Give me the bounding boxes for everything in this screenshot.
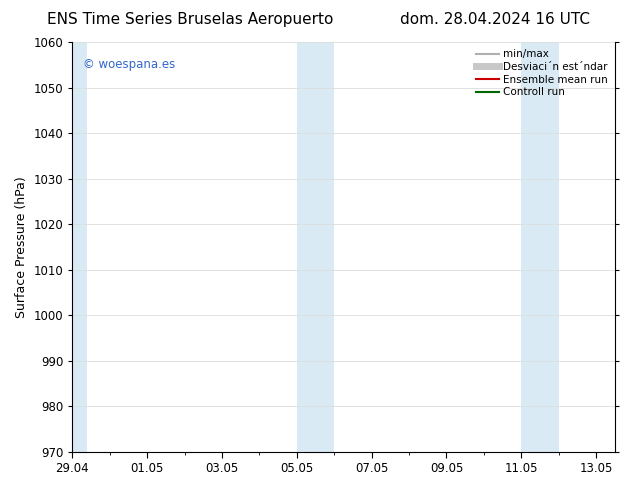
Bar [72, 42, 87, 452]
Y-axis label: Surface Pressure (hPa): Surface Pressure (hPa) [15, 176, 28, 318]
Text: ENS Time Series Bruselas Aeropuerto: ENS Time Series Bruselas Aeropuerto [47, 12, 333, 27]
Bar [521, 42, 559, 452]
Text: © woespana.es: © woespana.es [83, 58, 176, 72]
Bar [297, 42, 334, 452]
Legend: min/max, Desviaci´n est´ndar, Ensemble mean run, Controll run: min/max, Desviaci´n est´ndar, Ensemble m… [474, 47, 610, 99]
Text: dom. 28.04.2024 16 UTC: dom. 28.04.2024 16 UTC [399, 12, 590, 27]
